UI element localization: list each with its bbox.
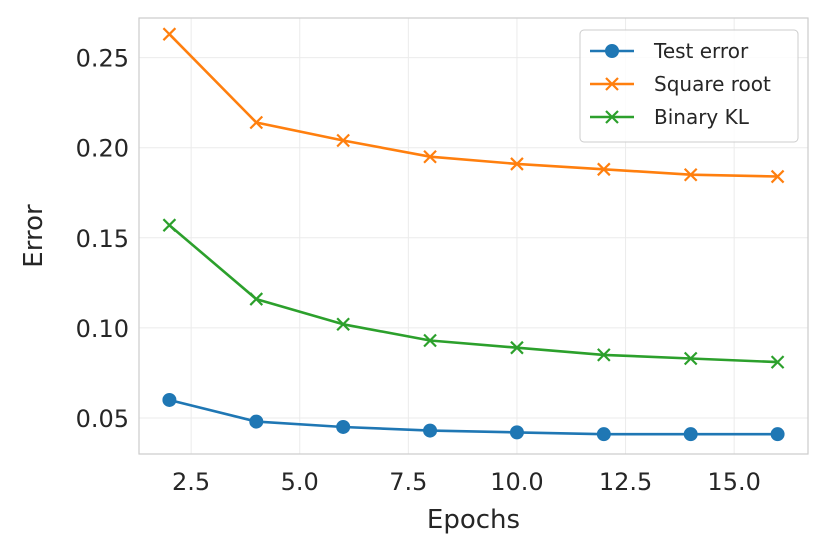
legend-label-binary-kl: Binary KL <box>654 105 750 129</box>
y-tick-label: 0.10 <box>76 315 129 343</box>
legend: Test error Square root Binary KL <box>579 29 799 143</box>
legend-label-square-root: Square root <box>654 72 771 96</box>
data-point-square-root <box>510 157 524 171</box>
legend-marker-square-root <box>605 77 619 91</box>
y-tick-label: 0.05 <box>76 405 129 433</box>
legend-marker-binary-kl <box>605 110 619 124</box>
series-square-root <box>162 27 785 184</box>
series-layer <box>162 27 785 442</box>
y-tick-label: 0.15 <box>76 225 129 253</box>
legend-item-square-root: Square root <box>590 72 771 96</box>
x-axis-title: Epochs <box>427 505 520 535</box>
x-tick-label: 2.5 <box>172 468 210 496</box>
legend-label-test-error: Test error <box>653 39 749 63</box>
data-point-binary-kl <box>423 333 437 348</box>
data-point-square-root <box>770 169 785 184</box>
data-point-square-root <box>597 162 611 177</box>
data-point-test-error <box>770 427 785 442</box>
legend-box <box>579 29 799 143</box>
data-point-square-root <box>683 167 698 182</box>
data-point-square-root <box>249 115 264 130</box>
legend-item-binary-kl: Binary KL <box>590 105 750 129</box>
x-tick-label: 12.5 <box>599 468 652 496</box>
x-tick-label: 5.0 <box>281 468 319 496</box>
x-tick-label: 7.5 <box>389 468 427 496</box>
data-point-square-root <box>336 133 350 148</box>
data-point-test-error <box>423 423 438 438</box>
legend-item-test-error: Test error <box>590 39 749 63</box>
x-tick-label: 10.0 <box>490 468 543 496</box>
data-point-binary-kl <box>249 292 264 306</box>
y-axis-title: Error <box>19 204 49 268</box>
data-point-test-error <box>249 414 264 429</box>
data-point-test-error <box>162 392 177 407</box>
data-point-binary-kl <box>336 317 350 332</box>
data-point-binary-kl <box>683 351 698 366</box>
x-tick-label: 15.0 <box>707 468 760 496</box>
legend-marker-test-error <box>605 44 619 58</box>
data-point-binary-kl <box>597 348 611 362</box>
data-point-test-error <box>596 427 611 442</box>
x-axis-ticks: 2.5 5.0 7.5 10.0 12.5 15.0 <box>172 468 761 496</box>
data-point-test-error <box>509 425 524 440</box>
series-line-test-error <box>169 398 778 436</box>
data-point-binary-kl <box>162 218 177 232</box>
data-point-binary-kl <box>510 340 524 355</box>
series-test-error <box>162 392 785 442</box>
series-line-binary-kl <box>168 224 778 364</box>
data-point-square-root <box>162 27 177 41</box>
y-tick-label: 0.25 <box>76 45 129 73</box>
plot-area-frame <box>138 17 809 455</box>
y-axis-ticks: 0.05 0.10 0.15 0.20 0.25 <box>76 45 129 433</box>
data-point-test-error <box>336 419 351 434</box>
series-binary-kl <box>162 218 785 369</box>
y-tick-label: 0.20 <box>76 135 129 163</box>
data-point-test-error <box>683 427 698 442</box>
data-point-binary-kl <box>770 355 785 369</box>
series-line-square-root <box>168 33 778 178</box>
data-point-square-root <box>423 149 437 164</box>
